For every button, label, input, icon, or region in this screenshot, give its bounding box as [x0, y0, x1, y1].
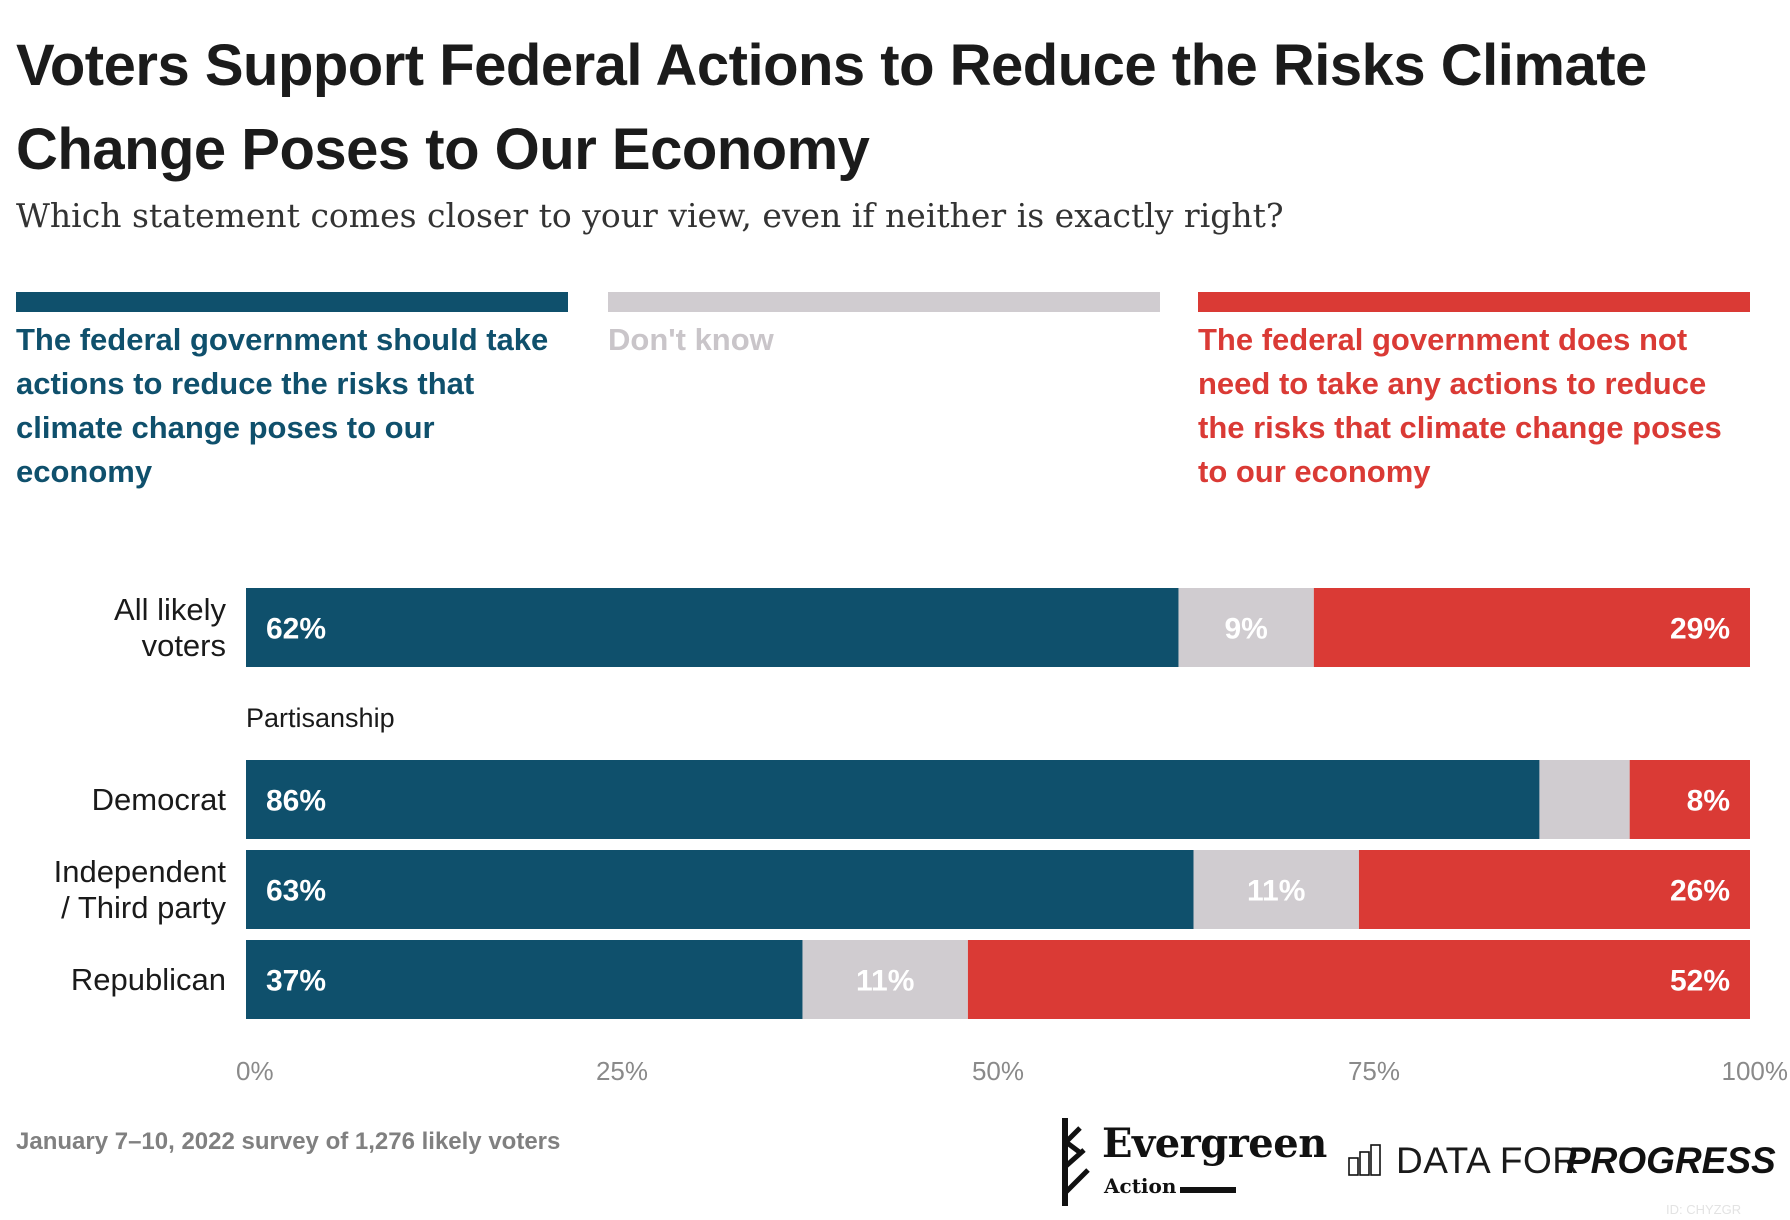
dfp-wordmark-bold: PROGRESS: [1566, 1140, 1776, 1181]
evergreen-dash: [1180, 1187, 1236, 1193]
x-tick-label: 0%: [236, 1056, 274, 1086]
bar-segment-democrat-support: [246, 760, 1540, 839]
bar-segment-republican-support: [246, 940, 803, 1019]
data-label-republican-oppose: 52%: [1670, 965, 1730, 998]
x-tick-label: 100%: [1722, 1056, 1789, 1086]
data-label-democrat-support: 86%: [266, 785, 326, 818]
bar-chart-icon: [1348, 1144, 1381, 1176]
stacked-bar-plot: 62% 9% 29% 86% 8% 63% 11% 26% 37% 11% 52% 0% 25% 50% 7…: [236, 588, 1789, 1086]
group-label-partisanship: Partisanship: [246, 703, 395, 733]
row-label-independent: Independent / Third party: [54, 854, 226, 926]
chart-subtitle: Which statement comes closer to your vie…: [16, 196, 1284, 235]
x-tick-label: 25%: [596, 1056, 648, 1086]
data-label-all-likely-voters-support: 62%: [266, 613, 326, 646]
bar-segment-democrat-dont-know: [1539, 760, 1630, 839]
legend-label-support: The federal government should take actio…: [16, 322, 549, 489]
data-label-independent-third-party-oppose: 26%: [1670, 875, 1730, 908]
row-label-line: Republican: [70, 962, 226, 997]
data-label-independent-third-party-support: 63%: [266, 875, 326, 908]
legend-label-dont-know: Don't know: [608, 322, 774, 357]
row-label-line: voters: [141, 628, 226, 663]
evergreen-tree-icon: [1062, 1118, 1090, 1206]
data-label-independent-third-party-dont-know: 11%: [1247, 875, 1305, 908]
data-label-democrat-oppose: 8%: [1687, 785, 1730, 818]
data-label-republican-dont-know: 11%: [856, 965, 914, 998]
bar-segment-republican-oppose: [967, 940, 1750, 1019]
bar-segment-independent-third-party-support: [246, 850, 1194, 929]
dfp-wordmark-plain: DATA FOR: [1396, 1140, 1580, 1181]
legend-label-oppose: The federal government does not need to …: [1198, 322, 1722, 489]
data-label-republican-support: 37%: [266, 965, 326, 998]
evergreen-wordmark: Evergreen: [1102, 1120, 1327, 1167]
x-tick-label: 75%: [1348, 1056, 1400, 1086]
data-label-all-likely-voters-dont-know: 9%: [1224, 613, 1267, 646]
x-tick-label: 50%: [972, 1056, 1024, 1086]
row-label-democrat: Democrat: [92, 782, 226, 818]
chart-id: ID: CHYZGR: [1666, 1202, 1742, 1217]
data-label-all-likely-voters-oppose: 29%: [1670, 613, 1730, 646]
bar-segment-independent-third-party-dont-know: [1193, 850, 1359, 929]
evergreen-sub-wordmark: Action: [1104, 1174, 1177, 1198]
legend-swatch-oppose: [1198, 292, 1750, 312]
bar-segment-all-likely-voters-dont-know: [1178, 588, 1314, 667]
bar-segment-all-likely-voters-oppose: [1313, 588, 1750, 667]
row-label-line: / Third party: [61, 890, 226, 925]
bar-segment-all-likely-voters-support: [246, 588, 1179, 667]
legend-swatch-dont-know: [608, 292, 1160, 312]
row-label-all-likely-voters: All likely voters: [114, 592, 226, 664]
source-note: January 7–10, 2022 survey of 1,276 likel…: [16, 1128, 561, 1155]
row-label-line: Democrat: [91, 782, 226, 817]
bar-segment-democrat-oppose: [1629, 760, 1750, 839]
chart-title: Voters Support Federal Actions to Reduce…: [16, 33, 1647, 182]
row-label-line: Independent: [53, 854, 226, 889]
bar-segment-independent-third-party-oppose: [1358, 850, 1750, 929]
legend-swatch-support: [16, 292, 568, 312]
bar-segment-republican-dont-know: [802, 940, 968, 1019]
row-label-line: All likely: [114, 592, 226, 627]
evergreen-action-logo: Evergreen Action: [1058, 1118, 1338, 1206]
row-label-republican: Republican: [71, 962, 226, 998]
